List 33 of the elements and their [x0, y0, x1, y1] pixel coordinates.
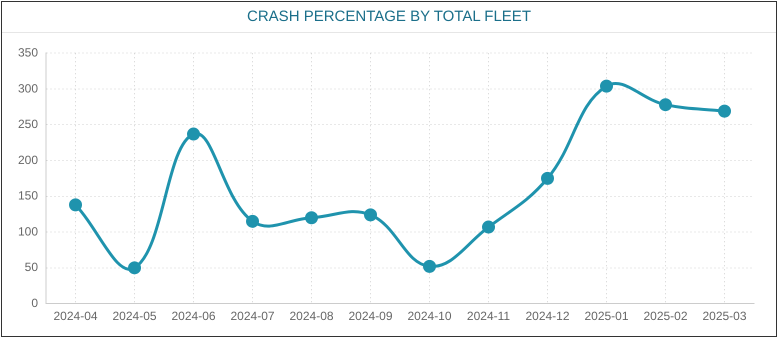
x-tick-label: 2025-01 [584, 309, 629, 324]
x-tick-label: 2025-03 [702, 309, 747, 324]
x-tick-label: 2024-06 [171, 309, 216, 324]
y-tick-label: 250 [18, 117, 38, 132]
point [187, 128, 200, 141]
x-tick-label: 2024-08 [289, 309, 334, 324]
point [246, 214, 260, 228]
point [541, 172, 554, 185]
x-tick-label: 2024-12 [525, 309, 570, 324]
y-tick-label: 150 [18, 188, 38, 203]
y-tick-label: 200 [18, 152, 38, 167]
y-tick-label: 350 [18, 46, 38, 60]
point [364, 208, 378, 222]
y-tick-label: 300 [18, 81, 38, 96]
point [718, 104, 731, 118]
x-tick-label: 2024-11 [466, 309, 510, 324]
point [659, 98, 672, 112]
x-tick-label: 2024-05 [112, 309, 157, 324]
x-tick-label: 2024-09 [348, 309, 393, 324]
x-tick-label: 2025-02 [643, 309, 688, 324]
point [305, 211, 318, 224]
y-tick-label: 0 [31, 296, 38, 310]
x-tick-label: 2024-07 [230, 309, 275, 324]
x-tick-label: 2024-10 [407, 309, 452, 324]
point [128, 261, 142, 274]
point [600, 80, 614, 93]
point [423, 260, 436, 273]
x-tick-label: 2024-04 [53, 309, 98, 324]
chart-title: CRASH PERCENTAGE BY TOTAL FLEET [2, 2, 776, 33]
point [69, 198, 82, 212]
y-tick-label: 100 [18, 224, 38, 238]
point [482, 220, 496, 234]
y-tick-label: 50 [24, 260, 38, 274]
